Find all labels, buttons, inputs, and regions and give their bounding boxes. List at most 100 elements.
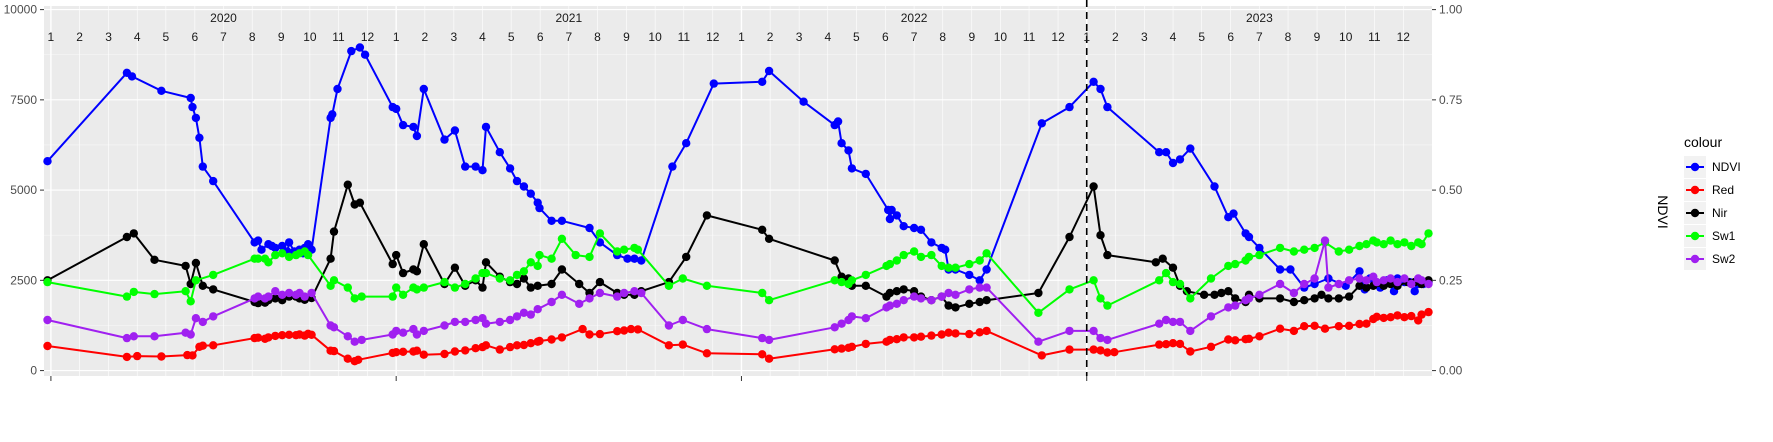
data-point-sw1: [533, 261, 542, 271]
data-point-sw2: [271, 287, 280, 296]
data-point-ndvi: [43, 157, 52, 166]
month-label: 1: [738, 30, 745, 44]
data-point-nir: [198, 281, 207, 290]
data-point-sw1: [1175, 279, 1185, 289]
data-point-red: [1186, 347, 1195, 356]
data-point-sw2: [357, 335, 366, 345]
data-point-nir: [122, 232, 132, 242]
data-point-red: [1089, 345, 1098, 354]
data-point-nir: [1362, 283, 1371, 292]
data-point-red: [419, 350, 428, 359]
data-point-sw1: [440, 277, 449, 287]
data-point-red: [1355, 319, 1364, 329]
data-point-sw2: [927, 296, 936, 305]
data-point-red: [519, 340, 529, 350]
data-point-sw1: [519, 267, 529, 276]
data-point-nir: [1168, 263, 1178, 272]
data-point-sw1: [1168, 277, 1178, 287]
data-point-ndvi: [257, 245, 266, 254]
data-point-sw1: [916, 252, 926, 262]
data-point-red: [1379, 313, 1388, 323]
data-point-sw1: [535, 250, 544, 260]
data-point-sw1: [927, 250, 936, 260]
legend-label: Sw1: [1712, 229, 1736, 243]
data-point-sw2: [264, 292, 273, 301]
data-point-sw1: [1407, 241, 1416, 251]
data-point-sw1: [495, 274, 504, 283]
data-point-ndvi: [965, 270, 974, 280]
data-point-sw2: [1206, 312, 1216, 321]
data-point-sw1: [758, 288, 767, 298]
data-point-red: [122, 352, 132, 362]
data-point-red: [1344, 321, 1354, 330]
data-point-sw2: [129, 332, 138, 341]
data-point-sw2: [944, 288, 953, 298]
data-point-sw2: [575, 299, 584, 308]
data-point-nir: [343, 180, 352, 189]
month-label: 3: [1141, 30, 1148, 44]
data-point-sw2: [1320, 236, 1330, 245]
data-point-sw1: [965, 259, 974, 269]
data-point-sw2: [300, 292, 309, 301]
data-point-ndvi: [198, 162, 207, 171]
data-point-ndvi: [1168, 158, 1178, 168]
data-point-red: [1175, 339, 1185, 349]
data-point-ndvi: [909, 223, 919, 233]
data-point-sw1: [702, 281, 712, 290]
legend-item-red: Red: [1684, 179, 1734, 201]
data-point-red: [461, 346, 470, 355]
data-point-red: [758, 350, 767, 359]
data-point-red: [702, 349, 712, 358]
data-point-sw2: [630, 287, 639, 296]
data-point-sw1: [633, 245, 643, 254]
data-point-nir: [899, 285, 908, 294]
data-point-red: [585, 330, 594, 339]
data-point-sw2: [43, 315, 52, 325]
data-point-red: [1244, 334, 1254, 343]
data-point-sw2: [637, 288, 646, 298]
data-point-sw2: [1224, 303, 1233, 312]
data-point-ndvi: [899, 222, 908, 231]
data-point-ndvi: [941, 245, 950, 254]
data-point-red: [937, 330, 946, 339]
data-point-sw1: [1362, 240, 1371, 249]
data-point-sw2: [1275, 279, 1285, 289]
data-point-red: [547, 335, 556, 344]
data-point-nir: [1224, 287, 1233, 296]
data-point-sw2: [764, 335, 774, 345]
data-point-ndvi: [1175, 155, 1185, 164]
data-point-nir: [1034, 288, 1043, 298]
data-point-red: [157, 352, 166, 361]
data-point-ndvi: [982, 265, 991, 274]
data-point-nir: [830, 256, 839, 265]
data-point-ndvi: [519, 182, 529, 191]
month-label: 2: [421, 30, 428, 44]
data-point-sw2: [1407, 279, 1416, 289]
data-point-ndvi: [333, 84, 342, 94]
data-point-sw1: [1424, 229, 1433, 238]
data-point-ndvi: [1275, 265, 1285, 274]
left-axis-tick-label: 10000: [4, 3, 38, 17]
data-point-sw1: [329, 276, 339, 285]
data-point-red: [678, 340, 687, 349]
data-point-nir: [1317, 290, 1326, 299]
data-point-sw2: [885, 301, 895, 310]
right-axis-title: NDVI: [1655, 195, 1671, 228]
data-point-sw1: [526, 258, 535, 267]
data-point-sw1: [1275, 243, 1285, 253]
legend-key-point: [1690, 208, 1700, 218]
data-point-red: [1424, 307, 1433, 317]
data-point-sw1: [1372, 238, 1382, 247]
data-point-nir: [1324, 294, 1333, 303]
data-point-nir: [1065, 232, 1074, 242]
month-label: 7: [565, 30, 572, 44]
data-point-sw1: [1344, 245, 1354, 254]
data-point-red: [1110, 348, 1119, 357]
data-point-nir: [481, 258, 491, 267]
data-point-ndvi: [887, 205, 896, 215]
data-point-sw1: [481, 268, 491, 278]
data-point-sw1: [271, 250, 280, 260]
data-point-red: [982, 326, 991, 336]
data-point-sw1: [129, 287, 138, 297]
